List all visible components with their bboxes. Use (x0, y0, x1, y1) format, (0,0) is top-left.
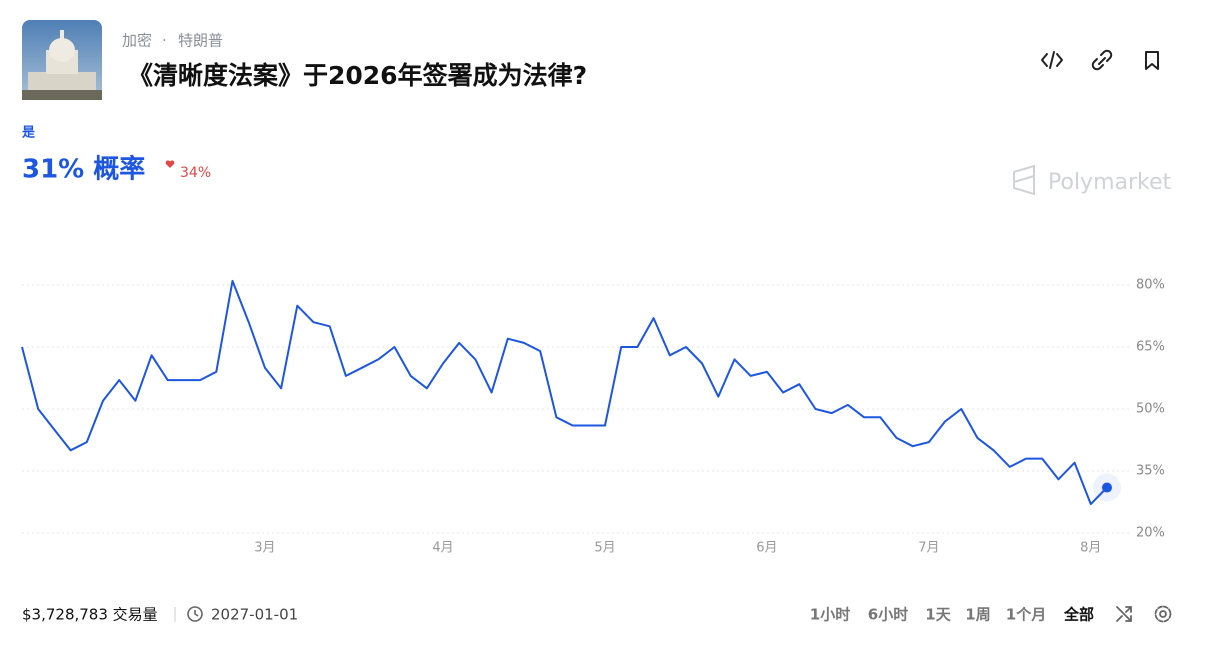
x-tick-label: 8月 (1080, 541, 1101, 556)
down-icon (165, 160, 175, 168)
y-tick-label: 20% (1136, 526, 1165, 541)
clock-icon (187, 606, 203, 622)
embed-button[interactable] (1041, 51, 1063, 69)
range-tab[interactable]: 1个月 (1006, 606, 1046, 624)
breadcrumb[interactable]: 特朗普 (178, 32, 223, 50)
compare-button[interactable] (1116, 606, 1132, 622)
range-tab[interactable]: 6小时 (868, 606, 908, 624)
range-tab[interactable]: 1周 (965, 606, 990, 624)
range-tabs: 1小时 6小时 1天 1周 1个月 全部 (810, 606, 1094, 624)
breadcrumb-separator: · (162, 32, 167, 50)
logo-mark (1013, 164, 1035, 196)
end-point (1102, 482, 1112, 493)
x-tick-label: 5月 (594, 541, 615, 556)
market-title: 《清晰度法案》于2026年签署成为法律? (128, 61, 587, 90)
breadcrumb[interactable]: 加密 (122, 32, 152, 50)
outcome-name: 是 (21, 126, 36, 141)
x-tick-label: 4月 (432, 541, 453, 556)
range-tab[interactable]: 1天 (925, 606, 951, 624)
y-tick-label: 35% (1136, 464, 1165, 479)
y-tick-label: 65% (1136, 340, 1165, 355)
x-tick-label: 6月 (756, 541, 777, 556)
x-tick-label: 3月 (254, 541, 275, 556)
bookmark-button[interactable] (1145, 51, 1159, 70)
y-tick-label: 80% (1136, 278, 1165, 293)
chance: 31% 概率 (22, 154, 145, 185)
settings-button[interactable] (1154, 605, 1172, 623)
y-tick-label: 50% (1136, 402, 1165, 417)
link-button[interactable] (1091, 49, 1113, 71)
volume: $3,728,783 交易量 (22, 606, 158, 624)
end-date: 2027-01-01 (211, 606, 298, 624)
change: 34% (180, 165, 211, 181)
range-tab[interactable]: 全部 (1063, 606, 1094, 624)
line (21, 279, 1108, 506)
chart: 80% 65% 50% 35% 20% 3月 4月 5月 6月 7月 8月 (21, 278, 1165, 556)
thumbnail (22, 20, 102, 100)
x-tick-label: 7月 (918, 541, 939, 556)
range-tab[interactable]: 1小时 (810, 606, 850, 624)
logo: Polymarket (1048, 170, 1172, 195)
